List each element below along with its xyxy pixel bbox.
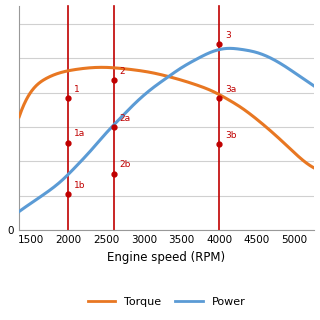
Text: 3a: 3a [225, 84, 236, 93]
Text: 3b: 3b [225, 131, 236, 140]
Text: 2: 2 [119, 67, 125, 76]
Text: 1b: 1b [74, 181, 85, 190]
Legend: Torque, Power: Torque, Power [83, 292, 250, 311]
Text: 1a: 1a [74, 129, 85, 138]
Text: 2b: 2b [119, 160, 131, 169]
X-axis label: Engine speed (RPM): Engine speed (RPM) [107, 251, 226, 264]
Text: 1: 1 [74, 84, 80, 93]
Text: 2a: 2a [119, 114, 130, 123]
Text: 3: 3 [225, 31, 230, 40]
